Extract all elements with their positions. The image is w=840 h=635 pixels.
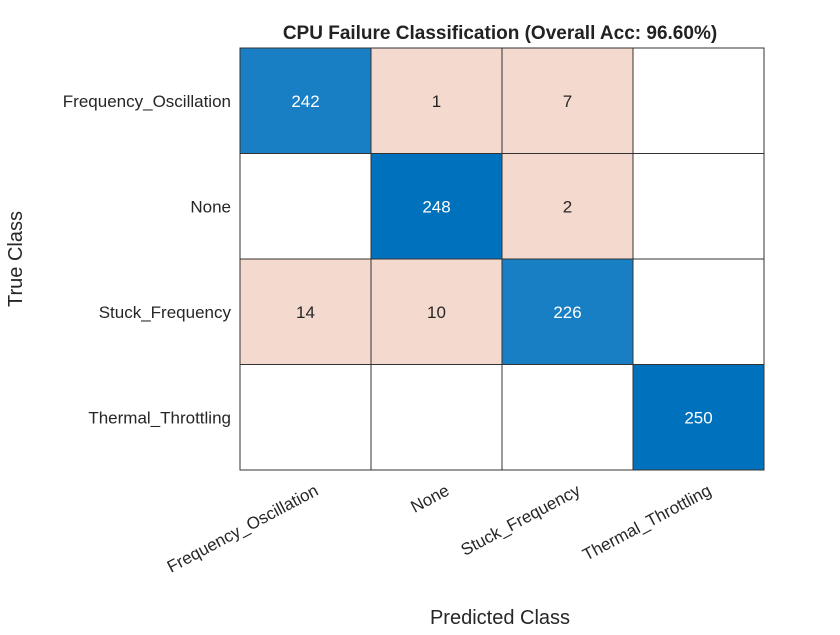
x-tick-label: Frequency_Oscillation [164, 481, 321, 577]
cell-none-thermal-throttling [632, 153, 765, 260]
cell-none-none [370, 153, 503, 260]
cell-stuck-frequency-frequency-oscillation [239, 258, 372, 365]
cell-stuck-frequency-stuck-frequency [501, 258, 634, 365]
cell-frequency-oscillation-none [370, 47, 503, 154]
y-tick-label: Frequency_Oscillation [63, 92, 231, 111]
plot-frame [239, 47, 765, 471]
x-tick-label: Thermal_Throttling [579, 481, 714, 565]
cell-value: 2 [563, 197, 572, 216]
x-tick-label: Stuck_Frequency [458, 481, 584, 560]
cell-frequency-oscillation-thermal-throttling [632, 47, 765, 154]
cell-none-frequency-oscillation [239, 153, 372, 260]
matrix-cells [239, 47, 765, 471]
cell-value: 248 [422, 197, 450, 216]
cell-thermal-throttling-frequency-oscillation [239, 364, 372, 471]
cell-thermal-throttling-stuck-frequency [501, 364, 634, 471]
cell-value: 1 [432, 92, 441, 111]
cell-stuck-frequency-thermal-throttling [632, 258, 765, 365]
cell-value: 242 [291, 92, 319, 111]
cell-value: 10 [427, 303, 446, 322]
cell-frequency-oscillation-frequency-oscillation [239, 47, 372, 154]
y-tick-label: Stuck_Frequency [99, 303, 232, 322]
y-tick-label: None [190, 197, 231, 216]
chart-title: CPU Failure Classification (Overall Acc:… [283, 23, 717, 44]
y-axis-label: True Class [5, 211, 27, 307]
cell-thermal-throttling-none [370, 364, 503, 471]
y-tick-labels: Frequency_Oscillation None Stuck_Frequency… [63, 92, 232, 428]
cell-value: 226 [553, 303, 581, 322]
cell-none-stuck-frequency [501, 153, 634, 260]
x-tick-labels: Frequency_Oscillation None Stuck_Frequency… [164, 481, 714, 577]
x-tick-label: None [408, 481, 453, 517]
y-tick-label: Thermal_Throttling [88, 408, 231, 427]
cell-value: 14 [296, 303, 315, 322]
cell-value: 250 [684, 408, 712, 427]
x-axis-label: Predicted Class [430, 607, 570, 629]
cell-value: 7 [563, 92, 572, 111]
matrix-cell-labels: 242 1 7 248 2 14 10 226 250 [291, 92, 712, 428]
